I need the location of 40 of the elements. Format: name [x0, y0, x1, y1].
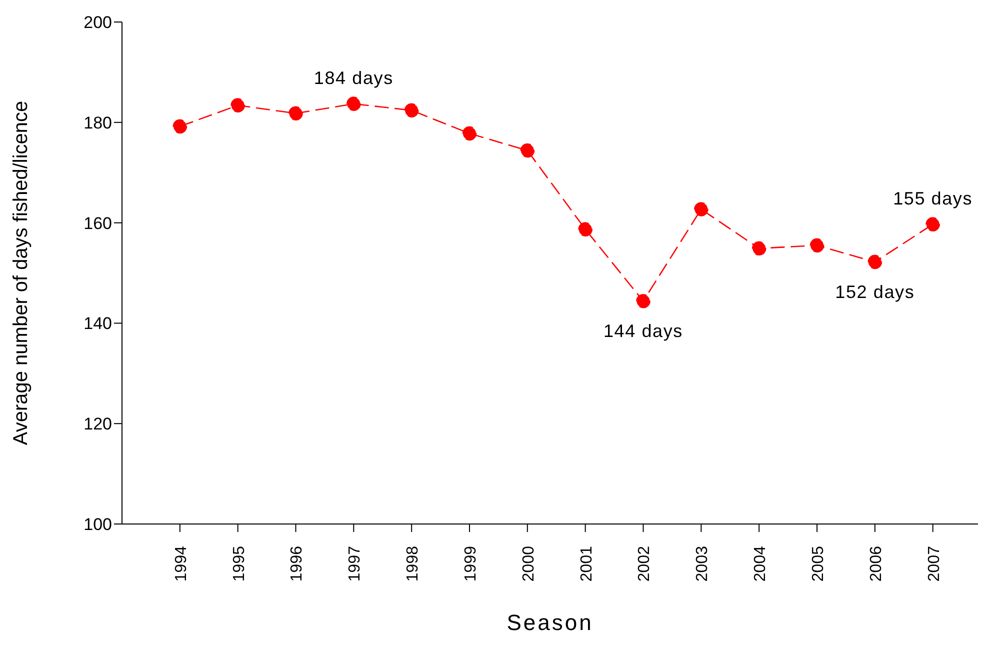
y-tick-label: 200	[84, 13, 112, 32]
y-axis-title: Average number of days fished/licence	[10, 100, 32, 446]
y-tick-label: 180	[84, 113, 112, 132]
annotation: 184 days	[314, 68, 394, 88]
point	[810, 238, 824, 253]
x-tick-label: 2007	[926, 546, 943, 582]
x-tick-label: 2001	[578, 546, 596, 582]
point	[578, 222, 592, 236]
x-tick-label: 1998	[404, 546, 422, 582]
x-tick-label: 2005	[810, 546, 827, 582]
point	[636, 294, 650, 308]
point	[752, 241, 766, 256]
point	[346, 96, 361, 111]
x-tick-label: 2003	[694, 546, 712, 582]
x-axis-title: Season	[506, 610, 594, 635]
point	[230, 98, 245, 112]
y-tick-label: 120	[84, 414, 112, 434]
point	[926, 217, 940, 232]
point	[288, 106, 303, 121]
annotation: 144 days	[604, 321, 683, 342]
x-tick-label: 1997	[346, 546, 364, 582]
x-tick-label: 1995	[230, 546, 248, 582]
annotation: 155 days	[893, 188, 973, 208]
y-tick-label: 160	[84, 214, 112, 233]
y-tick-label: 140	[84, 314, 112, 334]
x-tick-label: 2000	[520, 546, 538, 582]
x-tick-label: 2004	[752, 546, 770, 582]
x-tick-label: 1999	[462, 546, 480, 582]
point	[694, 202, 708, 216]
x-tick-label: 1996	[288, 546, 306, 582]
x-tick-label: 1994	[172, 546, 190, 582]
point	[520, 143, 535, 158]
x-tick-label: 2006	[868, 546, 885, 582]
x-tick-label: 2002	[636, 546, 654, 582]
point	[462, 126, 477, 141]
y-tick-label: 100	[84, 515, 112, 534]
point	[404, 103, 419, 118]
point	[868, 254, 882, 270]
point	[172, 119, 188, 134]
annotation: 152 days	[835, 282, 915, 302]
